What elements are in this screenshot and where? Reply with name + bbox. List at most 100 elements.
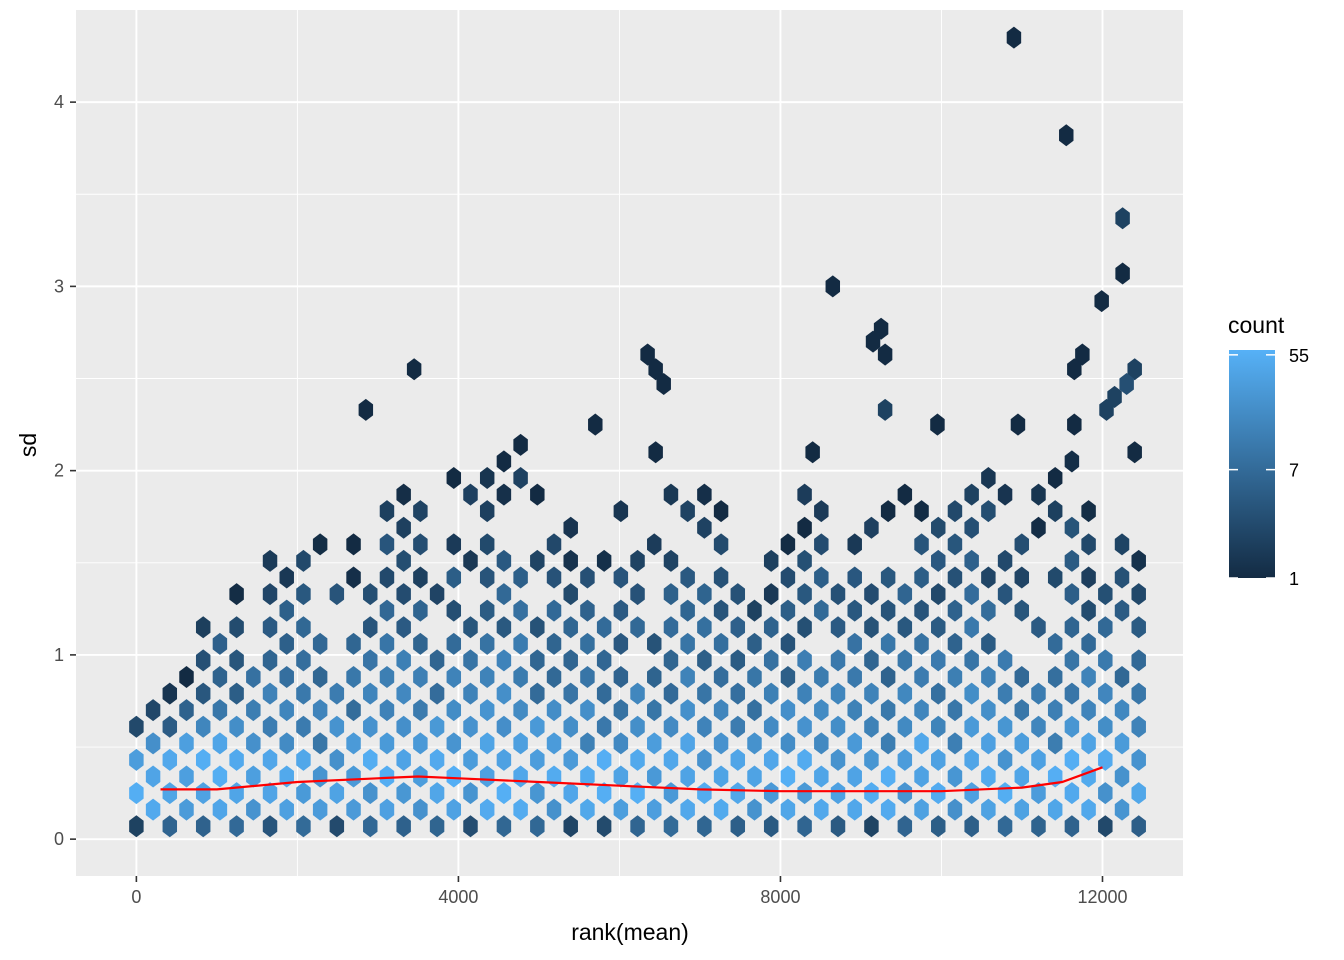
hexbin-cell [997, 483, 1013, 506]
hexbin-cell [814, 665, 829, 689]
hexbin-cell [680, 665, 695, 689]
hexbin-cell [195, 782, 211, 805]
hexbin-cell [630, 616, 645, 639]
hexbin-cell [530, 682, 545, 705]
hexbin-cell [396, 782, 411, 805]
hexbin-cell [1014, 533, 1030, 556]
hexbin-cell [563, 815, 578, 838]
hexbin-cell [914, 500, 929, 523]
hexbin-cell [947, 732, 963, 755]
hexbin-cell [964, 682, 979, 705]
hexbin-cell [1098, 649, 1113, 672]
hexbin-cell [229, 715, 244, 738]
hexbin-cell [346, 665, 361, 689]
x-axis-title: rank(mean) [571, 919, 689, 945]
hexbin-cell [780, 732, 796, 755]
hexbin-cell [396, 748, 411, 771]
hexbin-cell [1014, 699, 1030, 722]
hexbin-cell [346, 699, 361, 722]
hexbin-cell [1064, 682, 1080, 705]
hexbin-cell [797, 748, 812, 771]
hexbin-cell [229, 616, 244, 639]
hexbin-cell [1047, 699, 1063, 722]
hexbin-cell [446, 599, 462, 622]
hexbin-cell [814, 732, 829, 755]
hexbin-cell [914, 632, 929, 655]
hexbin-cell [496, 815, 512, 838]
hexbin-cell [262, 583, 278, 606]
hexbin-cell [463, 682, 478, 705]
hexbin-cell [931, 748, 946, 771]
hexbin-cell [864, 583, 879, 606]
hexbin-cell [1098, 715, 1113, 738]
hexbin-cell [563, 748, 578, 771]
hexbin-cell [530, 616, 545, 639]
hexbin-cell [546, 699, 562, 722]
hexbin-cell [1127, 358, 1142, 381]
hexbin-cell [713, 599, 729, 622]
hexbin-cell [880, 798, 896, 821]
hexbin-cell [195, 715, 211, 738]
hexbin-cell [396, 583, 411, 606]
hexbin-cell [613, 665, 629, 689]
hexbin-cell [479, 599, 495, 622]
hexbin-cell [648, 441, 663, 464]
hexbin-cell [162, 815, 178, 838]
hexbin-cell [1081, 665, 1096, 689]
hexbin-cell [563, 682, 578, 705]
hexbin-cell [864, 649, 879, 672]
hexbin-cell [413, 599, 428, 622]
hexbin-cell [212, 798, 228, 821]
hexbin-cell [1094, 290, 1109, 313]
hexbin-cell [379, 798, 395, 821]
hexbin-cell [262, 748, 278, 771]
hexbin-cell [930, 413, 945, 436]
hexbin-cell [880, 632, 896, 655]
hexbin-cell [647, 665, 662, 689]
hexbin-cell [730, 583, 746, 606]
hexbin-cell [396, 616, 411, 639]
hexbin-cell [596, 616, 612, 639]
hexbin-cell [1081, 798, 1096, 821]
hexbin-cell [763, 815, 779, 838]
hexbin-cell [379, 665, 395, 689]
hexbin-cell [530, 782, 545, 805]
hexbin-cell [697, 583, 712, 606]
hexbin-cell [563, 616, 578, 639]
hexbin-cell [1064, 649, 1080, 672]
hexbin-cell [763, 583, 779, 606]
hexbin-cell [931, 782, 946, 805]
hexbin-cell [496, 682, 512, 705]
hexbin-cell [947, 566, 963, 589]
legend-title: count [1228, 312, 1285, 338]
hexbin-cell [1075, 343, 1090, 366]
hexbin-cell [1014, 599, 1030, 622]
hexbin-cell [1114, 665, 1130, 689]
hexbin-cell [195, 815, 211, 838]
hexbin-cell [279, 732, 294, 755]
hexbin-cell [780, 533, 796, 556]
x-tick-label: 8000 [760, 887, 800, 907]
hexbin-cell [530, 748, 545, 771]
hexbin-cell [713, 732, 729, 755]
hexbin-cell [1067, 413, 1082, 436]
hexbin-cell [981, 500, 996, 523]
hexbin-cell [847, 533, 862, 556]
hexbin-cell [780, 632, 796, 655]
hexbin-cell [1064, 549, 1080, 572]
y-tick-label: 4 [54, 92, 64, 112]
hexbin-cell [713, 665, 729, 689]
hexbin-cell [1031, 782, 1046, 805]
hexbin-cell [847, 798, 862, 821]
hexbin-cell [763, 682, 779, 705]
hexbin-cell [880, 665, 896, 689]
y-tick-label: 1 [54, 645, 64, 665]
hexbin-cell [964, 715, 979, 738]
hexbin-cell [513, 566, 528, 589]
hexbin-cell [479, 533, 495, 556]
hexbin-cell [446, 798, 462, 821]
hexbin-cell [1114, 732, 1130, 755]
hexbin-cell [880, 566, 896, 589]
hexbin-cell [513, 732, 528, 755]
hexbin-cell [697, 748, 712, 771]
